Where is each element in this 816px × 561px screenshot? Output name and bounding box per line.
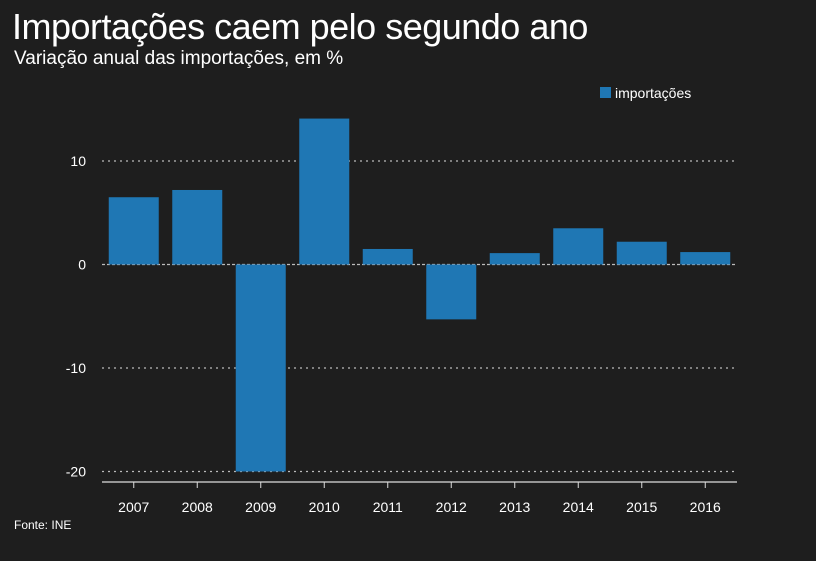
x-tick-label: 2008 — [182, 499, 213, 515]
x-tick-label: 2016 — [690, 499, 721, 515]
bar-2016 — [680, 252, 731, 265]
source-note: Fonte: INE — [14, 518, 72, 532]
y-tick-label: -20 — [66, 464, 86, 480]
x-tick-label: 2009 — [245, 499, 276, 515]
chart-subtitle: Variação anual das importações, em % — [14, 48, 344, 69]
x-tick-label: 2011 — [373, 499, 403, 515]
y-tick-label: 10 — [70, 153, 86, 169]
bar-2014 — [553, 228, 604, 265]
bar-2009 — [235, 264, 286, 472]
y-tick-label: 0 — [78, 257, 86, 273]
chart-title: Importações caem pelo segundo ano — [12, 6, 588, 47]
bar-2012 — [426, 264, 477, 320]
legend-swatch — [600, 87, 611, 98]
bar-2011 — [362, 248, 413, 265]
bar-2007 — [108, 197, 159, 265]
x-tick-label: 2014 — [563, 499, 594, 515]
bar-2008 — [172, 189, 223, 265]
x-tick-label: 2013 — [499, 499, 530, 515]
bar-2010 — [299, 118, 350, 265]
x-tick-label: 2007 — [118, 499, 149, 515]
y-tick-label: -10 — [66, 360, 86, 376]
legend-label: importações — [615, 85, 691, 101]
x-tick-label: 2010 — [309, 499, 340, 515]
bar-2013 — [489, 253, 540, 265]
bar-2015 — [616, 241, 667, 265]
x-tick-label: 2015 — [626, 499, 657, 515]
x-tick-label: 2012 — [436, 499, 467, 515]
